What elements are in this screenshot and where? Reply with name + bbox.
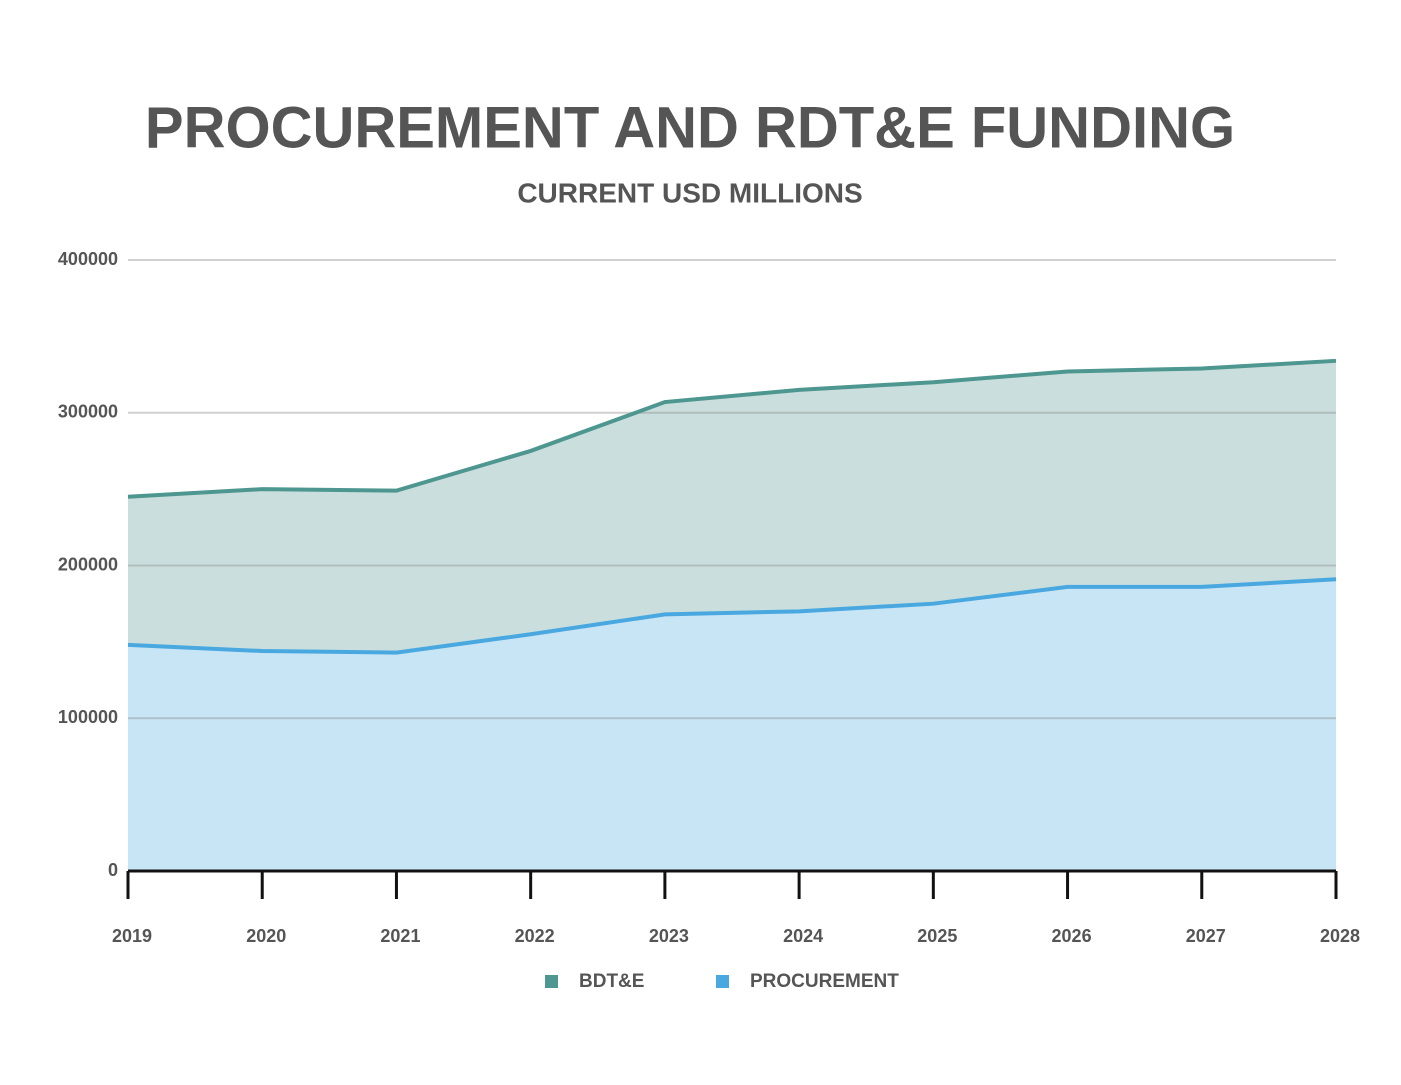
y-tick-label: 300000 <box>58 402 118 422</box>
y-tick-label: 0 <box>108 860 118 880</box>
area <box>128 360 1336 653</box>
x-tick-label: 2026 <box>1052 926 1092 946</box>
legend-label: PROCUREMENT <box>750 971 899 992</box>
legend-swatch <box>545 975 558 988</box>
x-tick-label: 2023 <box>649 926 689 946</box>
chart-subtitle: CURRENT USD MILLIONS <box>517 177 862 208</box>
area <box>128 579 1336 871</box>
y-tick-label: 100000 <box>58 707 118 727</box>
chart-title: PROCUREMENT AND RDT&E FUNDING <box>145 95 1235 160</box>
y-tick-label: 400000 <box>58 249 118 269</box>
x-tick-label: 2024 <box>783 926 823 946</box>
x-tick-label: 2022 <box>515 926 555 946</box>
y-tick-label: 200000 <box>58 554 118 574</box>
x-tick-label: 2020 <box>246 926 286 946</box>
area-line <box>127 358 1337 499</box>
x-tick-label: 2025 <box>917 926 957 946</box>
x-tick-label: 2027 <box>1186 926 1226 946</box>
x-tick-label: 2028 <box>1320 926 1360 946</box>
legend-swatch <box>716 975 729 988</box>
x-tick-label: 2021 <box>380 926 420 946</box>
area-line <box>127 577 1337 655</box>
legend-label: BDT&E <box>579 971 644 992</box>
x-tick-label: 2019 <box>112 926 152 946</box>
